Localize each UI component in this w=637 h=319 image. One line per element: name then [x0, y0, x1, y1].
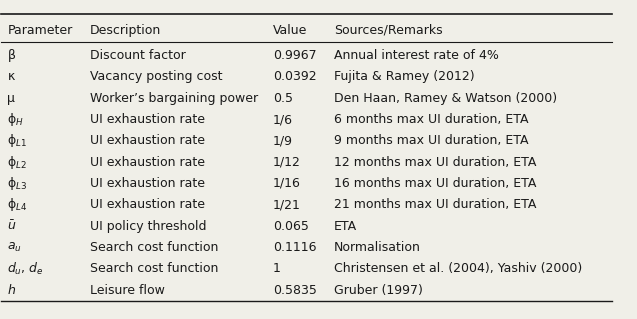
Text: κ: κ: [8, 70, 15, 83]
Text: UI exhaustion rate: UI exhaustion rate: [90, 113, 205, 126]
Text: ϕ$_{H}$: ϕ$_{H}$: [8, 111, 24, 128]
Text: Normalisation: Normalisation: [334, 241, 421, 254]
Text: Den Haan, Ramey & Watson (2000): Den Haan, Ramey & Watson (2000): [334, 92, 557, 105]
Text: Fujita & Ramey (2012): Fujita & Ramey (2012): [334, 70, 475, 83]
Text: Worker’s bargaining power: Worker’s bargaining power: [90, 92, 258, 105]
Text: 9 months max UI duration, ETA: 9 months max UI duration, ETA: [334, 134, 529, 147]
Text: 21 months max UI duration, ETA: 21 months max UI duration, ETA: [334, 198, 536, 211]
Text: $h$: $h$: [8, 283, 17, 297]
Text: $d_{u}$, $d_{e}$: $d_{u}$, $d_{e}$: [8, 261, 44, 277]
Text: ϕ$_{L2}$: ϕ$_{L2}$: [8, 154, 27, 171]
Text: 1/12: 1/12: [273, 156, 301, 169]
Text: $a_{u}$: $a_{u}$: [8, 241, 22, 254]
Text: UI policy threshold: UI policy threshold: [90, 219, 206, 233]
Text: 0.5835: 0.5835: [273, 284, 317, 296]
Text: 1/16: 1/16: [273, 177, 301, 190]
Text: ETA: ETA: [334, 219, 357, 233]
Text: μ: μ: [8, 92, 15, 105]
Text: Christensen et al. (2004), Yashiv (2000): Christensen et al. (2004), Yashiv (2000): [334, 262, 582, 275]
Text: Description: Description: [90, 24, 161, 36]
Text: Parameter: Parameter: [8, 24, 73, 36]
Text: Leisure flow: Leisure flow: [90, 284, 165, 296]
Text: Vacancy posting cost: Vacancy posting cost: [90, 70, 222, 83]
Text: ϕ$_{L1}$: ϕ$_{L1}$: [8, 132, 27, 149]
Text: Gruber (1997): Gruber (1997): [334, 284, 423, 296]
Text: Value: Value: [273, 24, 308, 36]
Text: UI exhaustion rate: UI exhaustion rate: [90, 156, 205, 169]
Text: 0.0392: 0.0392: [273, 70, 317, 83]
Text: 0.5: 0.5: [273, 92, 293, 105]
Text: 1: 1: [273, 262, 281, 275]
Text: 16 months max UI duration, ETA: 16 months max UI duration, ETA: [334, 177, 536, 190]
Text: UI exhaustion rate: UI exhaustion rate: [90, 198, 205, 211]
Text: 1/6: 1/6: [273, 113, 293, 126]
Text: Annual interest rate of 4%: Annual interest rate of 4%: [334, 49, 499, 62]
Text: ϕ$_{L4}$: ϕ$_{L4}$: [8, 196, 28, 213]
Text: 0.065: 0.065: [273, 219, 309, 233]
Text: UI exhaustion rate: UI exhaustion rate: [90, 177, 205, 190]
Text: $\bar{u}$: $\bar{u}$: [8, 219, 17, 233]
Text: ϕ$_{L3}$: ϕ$_{L3}$: [8, 175, 27, 192]
Text: Sources/Remarks: Sources/Remarks: [334, 24, 443, 36]
Text: 1/21: 1/21: [273, 198, 301, 211]
Text: 6 months max UI duration, ETA: 6 months max UI duration, ETA: [334, 113, 529, 126]
Text: Discount factor: Discount factor: [90, 49, 185, 62]
Text: 1/9: 1/9: [273, 134, 293, 147]
Text: 0.1116: 0.1116: [273, 241, 317, 254]
Text: Search cost function: Search cost function: [90, 241, 218, 254]
Text: 12 months max UI duration, ETA: 12 months max UI duration, ETA: [334, 156, 536, 169]
Text: 0.9967: 0.9967: [273, 49, 317, 62]
Text: Search cost function: Search cost function: [90, 262, 218, 275]
Text: β: β: [8, 49, 15, 62]
Text: UI exhaustion rate: UI exhaustion rate: [90, 134, 205, 147]
